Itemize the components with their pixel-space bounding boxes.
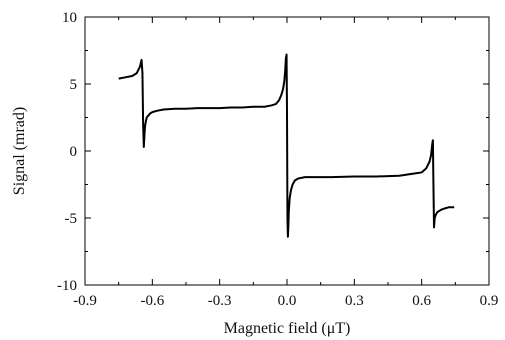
ticks-group: [84, 16, 490, 286]
y-tick-label: -10: [57, 278, 77, 294]
x-tick-label: 0.3: [345, 293, 364, 309]
x-tick-label: -0.9: [73, 293, 97, 309]
y-tick-label: 5: [70, 77, 78, 93]
x-tick-label: 0.6: [412, 293, 431, 309]
y-tick-label: 0: [70, 144, 78, 160]
y-axis-label: Signal (mrad): [11, 107, 28, 195]
x-tick-label: 0.0: [278, 293, 297, 309]
y-tick-label: -5: [65, 211, 78, 227]
x-axis-label: Magnetic field (μT): [224, 320, 351, 337]
x-tick-label: 0.9: [480, 293, 499, 309]
y-tick-label: 10: [62, 10, 77, 26]
x-tick-label: -0.6: [140, 293, 164, 309]
series-line: [118, 53, 455, 238]
tick-labels-group: -0.9 -0.6 -0.3 0.0 0.3 0.6 0.9 10 5 0 -5 -10: [57, 10, 498, 309]
x-tick-label: -0.3: [208, 293, 232, 309]
